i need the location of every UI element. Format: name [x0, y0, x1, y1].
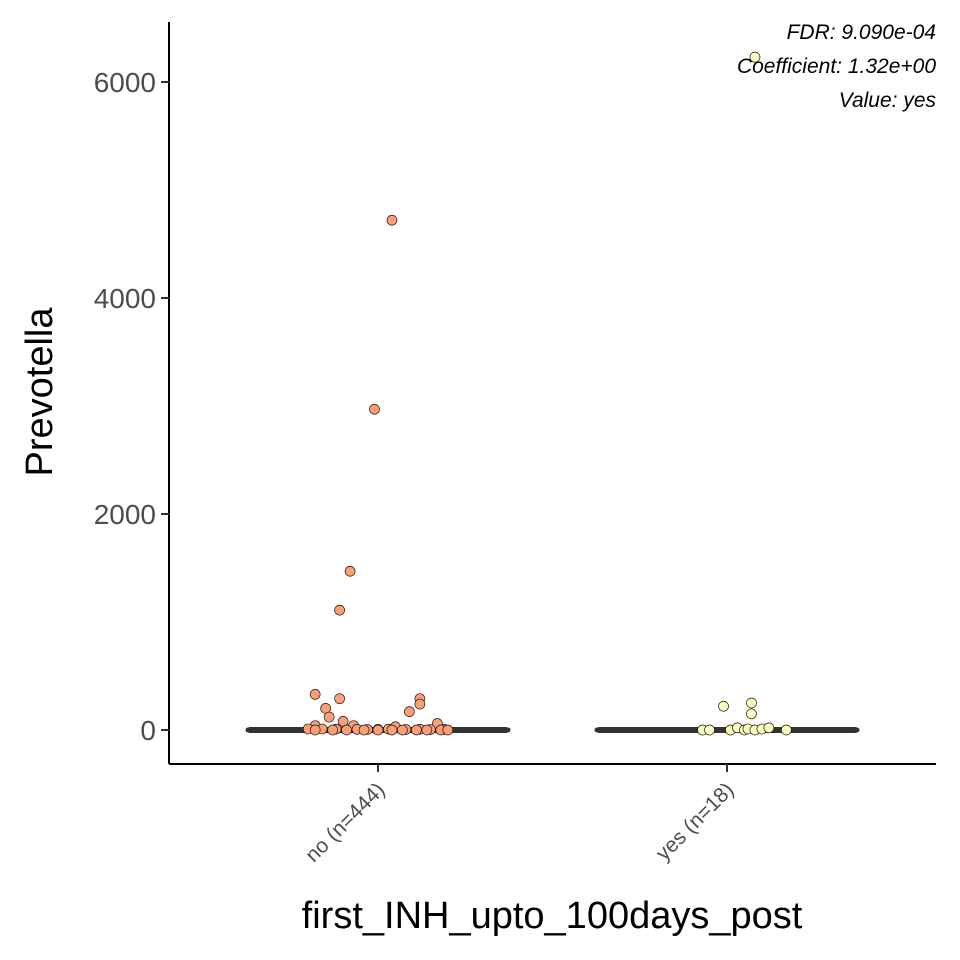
data-point: [334, 604, 345, 616]
x-axis-title: first_INH_upto_100days_post: [302, 895, 803, 937]
y-axis: 0 2000 4000 6000: [94, 22, 170, 764]
annotation-text: Coefficient: 1.32e+00: [737, 55, 936, 78]
data-point: [411, 724, 422, 736]
data-point: [369, 403, 380, 415]
data-point: [421, 724, 433, 736]
data-point: [414, 698, 426, 710]
y-axis-title: Prevotella: [19, 307, 61, 477]
y-tick-label: 2000: [94, 499, 156, 530]
data-point: [718, 700, 729, 712]
data-point: [372, 724, 384, 736]
data-point: [404, 706, 415, 717]
data-point: [323, 711, 335, 723]
data-point: [309, 689, 321, 700]
y-tick-label: 6000: [94, 67, 156, 98]
x-tick-label: no (n=444): [301, 778, 390, 867]
data-point: [344, 565, 356, 577]
annotation-text: FDR: 9.090e-04: [787, 21, 936, 44]
data-point: [763, 722, 775, 734]
data-point: [397, 724, 408, 736]
x-axis: no (n=444) yes (n=18): [169, 763, 936, 867]
data-point: [358, 724, 370, 736]
y-tick-label: 0: [140, 715, 156, 746]
data-point: [327, 724, 338, 736]
data-point: [746, 697, 757, 709]
data-point: [704, 724, 715, 736]
data-point: [334, 693, 345, 705]
annotation-block: FDR: 9.090e-04 Coefficient: 1.32e+00 Value…: [737, 21, 937, 112]
point-layer: [302, 51, 792, 736]
data-point: [442, 724, 454, 736]
data-point: [749, 51, 761, 63]
data-point: [780, 724, 792, 736]
data-point: [746, 708, 757, 720]
data-point: [386, 724, 398, 736]
data-point: [309, 724, 321, 736]
y-tick-label: 4000: [94, 283, 156, 314]
data-point: [386, 214, 398, 226]
x-tick-label: yes (n=18): [652, 778, 739, 865]
data-point: [341, 724, 352, 736]
annotation-text: Value: yes: [839, 89, 937, 112]
